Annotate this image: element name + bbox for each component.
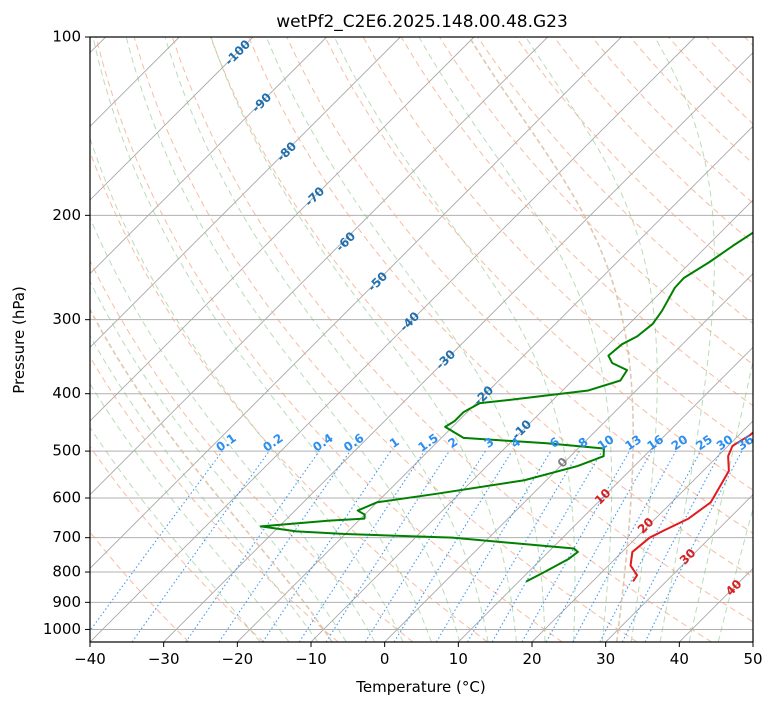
x-tick-label: −10 bbox=[295, 650, 327, 668]
isotherm-line bbox=[531, 420, 753, 642]
isotherm-line bbox=[90, 37, 622, 569]
x-tick-label: 40 bbox=[670, 650, 689, 668]
mixing-ratio-line bbox=[262, 450, 392, 642]
plot-frame bbox=[89, 36, 754, 643]
isotherm-line bbox=[237, 125, 753, 642]
moist-adiabat-line bbox=[265, 37, 546, 642]
isotherm-line bbox=[90, 37, 254, 201]
x-tick-label: −20 bbox=[222, 650, 254, 668]
isotherm-line bbox=[458, 346, 753, 642]
moist-adiabat-line bbox=[90, 136, 404, 642]
moist-adiabat-line bbox=[654, 37, 715, 642]
moist-adiabat-line bbox=[90, 426, 261, 642]
y-tick-label: 600 bbox=[52, 489, 81, 507]
isobar-grid bbox=[90, 37, 753, 630]
y-tick-label: 400 bbox=[52, 384, 81, 402]
moist-adiabat-line bbox=[210, 37, 517, 642]
mixing-ratio-line bbox=[185, 450, 320, 642]
dry-adiabat-line bbox=[171, 37, 712, 642]
dry-adiabat-line bbox=[90, 259, 414, 642]
moist-adiabat-line bbox=[525, 37, 658, 642]
x-tick-label: 10 bbox=[449, 650, 468, 668]
moist-adiabat-line bbox=[717, 506, 753, 642]
dry-adiabat-line bbox=[90, 445, 264, 642]
y-tick-label: 200 bbox=[52, 206, 81, 224]
highlight-isoline bbox=[90, 307, 333, 642]
x-tick-label: −40 bbox=[74, 650, 106, 668]
sounding-series bbox=[259, 231, 753, 583]
moist-adiabat-line bbox=[164, 37, 489, 642]
isotherm-line bbox=[90, 37, 696, 642]
y-tick-label: 300 bbox=[52, 310, 81, 328]
dry-adiabat-line bbox=[324, 37, 753, 491]
mixing-ratio-line bbox=[218, 450, 351, 642]
moist-adiabat-line bbox=[418, 37, 613, 642]
x-tick-label: 30 bbox=[596, 650, 615, 668]
highlight-isoline bbox=[468, 37, 635, 642]
dry-adiabat-line bbox=[90, 356, 339, 642]
y-tick-label: 700 bbox=[52, 528, 81, 546]
moist-adiabat-line bbox=[90, 334, 319, 642]
y-tick-label: 900 bbox=[52, 593, 81, 611]
chart-title: wetPf2_C2E6.2025.148.00.48.G23 bbox=[276, 12, 568, 32]
dry-adiabat-lines bbox=[90, 37, 753, 642]
mixing-ratio-line bbox=[90, 450, 223, 632]
mixing-ratio-line bbox=[393, 450, 513, 642]
y-tick-label: 100 bbox=[52, 28, 81, 46]
isotherm-line bbox=[90, 37, 475, 422]
moist-adiabat-line bbox=[90, 280, 347, 642]
mixing-ratio-lines bbox=[90, 450, 743, 642]
y-tick-label: 500 bbox=[52, 442, 81, 460]
x-tick-label: 50 bbox=[743, 650, 762, 668]
dry-adiabat-line bbox=[286, 37, 753, 534]
moist-adiabat-line bbox=[90, 216, 376, 642]
temperature-line bbox=[629, 431, 753, 583]
isotherm-line bbox=[163, 52, 753, 642]
x-tick-label: 0 bbox=[380, 650, 390, 668]
isotherm-line bbox=[90, 37, 401, 348]
moist-adiabat-lines bbox=[90, 37, 753, 642]
mixing-ratio-label: 36 bbox=[735, 432, 757, 453]
mixing-ratio-line bbox=[325, 450, 450, 642]
moist-adiabat-line bbox=[333, 37, 576, 642]
isotherm-line bbox=[90, 37, 327, 275]
dry-adiabat-line bbox=[95, 37, 563, 642]
moist-adiabat-line bbox=[92, 37, 432, 642]
y-tick-label: 1000 bbox=[43, 620, 81, 638]
mixing-ratio-line bbox=[521, 450, 630, 642]
highlight-isolines bbox=[90, 37, 635, 642]
mixing-ratio-line bbox=[545, 450, 653, 642]
x-tick-label: 20 bbox=[522, 650, 541, 668]
isotherm-line bbox=[90, 37, 548, 496]
moist-adiabat-line bbox=[688, 358, 753, 642]
y-axis-label: Pressure (hPa) bbox=[10, 286, 28, 394]
y-tick-label: 800 bbox=[52, 563, 81, 581]
axis-ticks: −40 −30 −20 −10 0 10 20 30 40 50 100 200 300 400 500 60… bbox=[43, 28, 763, 669]
mixing-ratio-line bbox=[131, 450, 270, 642]
dry-adiabat-line bbox=[248, 37, 753, 578]
mixing-ratio-line bbox=[644, 450, 743, 642]
dewpoint-line bbox=[259, 231, 753, 583]
moist-adiabat-line bbox=[125, 37, 461, 642]
x-axis-label: Temperature (°C) bbox=[355, 678, 485, 696]
moist-adiabat-line bbox=[90, 382, 290, 642]
x-tick-label: −30 bbox=[148, 650, 180, 668]
mixing-ratio-line bbox=[298, 450, 425, 642]
dry-adiabat-line bbox=[515, 37, 753, 284]
mixing-ratio-line bbox=[572, 450, 677, 642]
isotherm-line bbox=[605, 494, 753, 642]
dry-adiabat-line bbox=[210, 37, 753, 623]
